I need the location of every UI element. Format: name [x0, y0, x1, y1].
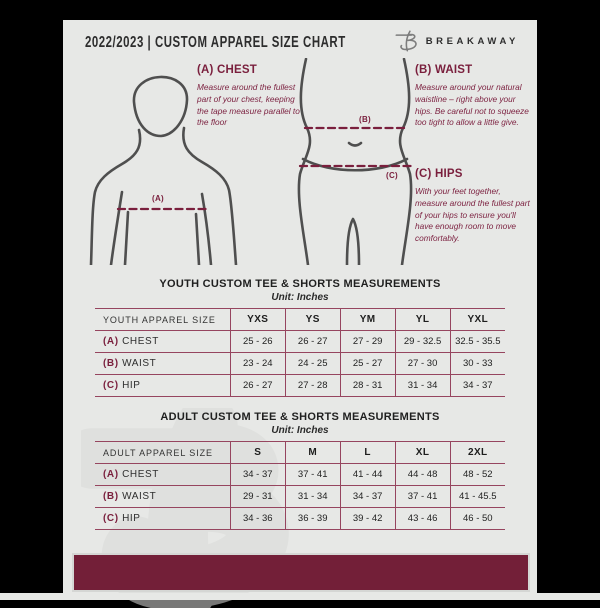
measurement-value-cell: 26 - 27 [229, 374, 286, 397]
size-column-header-cell: 2XL [449, 441, 505, 464]
document-header: 2022/2023 | CUSTOM APPAREL SIZE CHART BR… [85, 28, 519, 54]
size-column-header-cell: M [284, 441, 341, 464]
youth-table-title: YOUTH CUSTOM TEE & SHORTS MEASUREMENTS [159, 278, 441, 290]
measurement-value-cell: 41 - 45.5 [449, 485, 505, 508]
measurement-label-cell: (C) HIP [95, 374, 231, 397]
size-type-header-cell: YOUTH APPAREL SIZE [95, 308, 231, 331]
adult-table-unit: Unit: Inches [271, 425, 329, 436]
size-column-header-cell: YXS [229, 308, 286, 331]
size-column-header-cell: L [339, 441, 396, 464]
hips-guide-heading: (C) HIPS [415, 168, 463, 180]
breakaway-logo-icon [395, 30, 417, 52]
lower-body-figure [297, 58, 415, 265]
measurement-value-cell: 29 - 32.5 [394, 330, 451, 353]
measurement-label-cell: (A) CHEST [95, 463, 231, 486]
measurement-row: (C) HIP 34 - 36 36 - 39 39 - 42 43 - 46 46 - … [95, 507, 505, 530]
size-column-header-cell: YXL [449, 308, 505, 331]
footer-accent-bar [72, 553, 530, 592]
youth-table-unit: Unit: Inches [271, 292, 329, 303]
measurement-value-cell: 34 - 36 [229, 507, 286, 530]
chest-guide-text: Measure around the fullest part of your … [197, 82, 300, 128]
size-chart-page: 2022/2023 | CUSTOM APPAREL SIZE CHART BR… [63, 20, 537, 608]
size-column-header-cell: YM [339, 308, 396, 331]
measurement-prefix: (B) [103, 491, 119, 502]
measurement-value-cell: 41 - 44 [339, 463, 396, 486]
measurement-prefix: (A) [103, 336, 119, 347]
measurement-value-cell: 44 - 48 [394, 463, 451, 486]
measurement-value-cell: 32.5 - 35.5 [449, 330, 505, 353]
hips-guide-text: With your feet together, measure around … [415, 186, 530, 244]
measurement-row: (A) CHEST 25 - 26 26 - 27 27 - 29 29 - 32.5 3… [95, 330, 505, 353]
chest-guide-heading: (A) CHEST [197, 64, 257, 76]
measurement-value-cell: 23 - 24 [229, 352, 286, 375]
measurement-value-cell: 31 - 34 [284, 485, 341, 508]
youth-size-table-wrap: YOUTH APPAREL SIZE YXS YS YM YL YXL (A) CHEST… [95, 308, 505, 397]
measurement-value-cell: 46 - 50 [449, 507, 505, 530]
measurement-label-cell: (A) CHEST [95, 330, 231, 353]
measurement-value-cell: 34 - 37 [449, 374, 505, 397]
measurement-row: (B) WAIST 23 - 24 24 - 25 25 - 27 27 - 30 30 … [95, 352, 505, 375]
measurement-label-cell: (B) WAIST [95, 352, 231, 375]
adult-size-table: ADULT APPAREL SIZE S M L XL 2XL (A) CHEST 34 -… [95, 441, 505, 530]
hips-guide: (C) HIPS With your feet together, measur… [415, 168, 535, 245]
measurement-value-cell: 25 - 27 [339, 352, 396, 375]
measurement-prefix: (B) [103, 358, 119, 369]
waist-line-label: (B) [359, 115, 372, 124]
page-title: 2022/2023 | CUSTOM APPAREL SIZE CHART [85, 31, 346, 51]
upper-body-figure [89, 75, 238, 265]
size-column-header-cell: YL [394, 308, 451, 331]
youth-header-row: YOUTH APPAREL SIZE YXS YS YM YL YXL [95, 308, 505, 331]
measurement-value-cell: 27 - 30 [394, 352, 451, 375]
chest-guide: (A) CHEST Measure around the fullest par… [197, 64, 303, 129]
size-column-header-cell: S [229, 441, 286, 464]
measurement-prefix: (C) [103, 513, 119, 524]
waist-guide-text: Measure around your natural waistline – … [415, 82, 529, 128]
measurement-value-cell: 29 - 31 [229, 485, 286, 508]
adult-size-table-wrap: ADULT APPAREL SIZE S M L XL 2XL (A) CHEST 34 -… [95, 441, 505, 530]
measurement-value-cell: 48 - 52 [449, 463, 505, 486]
measurement-row: (C) HIP 26 - 27 27 - 28 28 - 31 31 - 34 34 - … [95, 374, 505, 397]
youth-size-table: YOUTH APPAREL SIZE YXS YS YM YL YXL (A) CHEST… [95, 308, 505, 397]
measurement-value-cell: 31 - 34 [394, 374, 451, 397]
measurement-prefix: (C) [103, 380, 119, 391]
measurement-value-cell: 37 - 41 [394, 485, 451, 508]
waist-guide: (B) WAIST Measure around your natural wa… [415, 64, 531, 129]
measurement-value-cell: 24 - 25 [284, 352, 341, 375]
measurement-value-cell: 43 - 46 [394, 507, 451, 530]
measurement-value-cell: 25 - 26 [229, 330, 286, 353]
measurement-value-cell: 27 - 29 [339, 330, 396, 353]
measurement-label-cell: (B) WAIST [95, 485, 231, 508]
measurement-label-cell: (C) HIP [95, 507, 231, 530]
adult-header-row: ADULT APPAREL SIZE S M L XL 2XL [95, 441, 505, 464]
measurement-value-cell: 34 - 37 [339, 485, 396, 508]
hips-line-label: (C) [386, 171, 399, 180]
brand-name: BREAKAWAY [425, 35, 519, 47]
size-type-header-cell: ADULT APPAREL SIZE [95, 441, 231, 464]
adult-table-title: ADULT CUSTOM TEE & SHORTS MEASUREMENTS [160, 411, 440, 423]
measurement-value-cell: 37 - 41 [284, 463, 341, 486]
measurement-value-cell: 36 - 39 [284, 507, 341, 530]
brand-block: BREAKAWAY [395, 28, 519, 54]
size-column-header-cell: XL [394, 441, 451, 464]
measurement-value-cell: 26 - 27 [284, 330, 341, 353]
measurement-row: (A) CHEST 34 - 37 37 - 41 41 - 44 44 - 48 48 … [95, 463, 505, 486]
measurement-value-cell: 34 - 37 [229, 463, 286, 486]
measurement-value-cell: 28 - 31 [339, 374, 396, 397]
size-column-header-cell: YS [284, 308, 341, 331]
measurement-value-cell: 27 - 28 [284, 374, 341, 397]
chest-line-label: (A) [152, 194, 165, 203]
measurement-row: (B) WAIST 29 - 31 31 - 34 34 - 37 37 - 41 41 … [95, 485, 505, 508]
measurement-prefix: (A) [103, 469, 119, 480]
measurement-value-cell: 39 - 42 [339, 507, 396, 530]
bottom-page-strip [0, 593, 600, 600]
waist-guide-heading: (B) WAIST [415, 64, 473, 76]
measurement-value-cell: 30 - 33 [449, 352, 505, 375]
